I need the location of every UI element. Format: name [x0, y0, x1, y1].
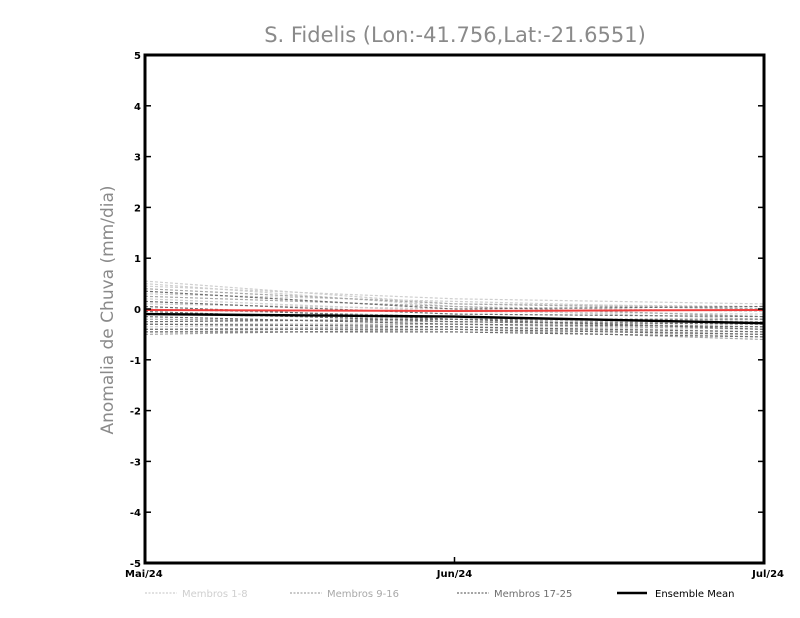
legend: Membros 1-8 Membros 9-16 Membros 17-25 Ense…: [145, 589, 734, 600]
series-line-20: [144, 310, 765, 325]
series-line-4: [144, 293, 765, 310]
y-tick-label: -4: [130, 508, 141, 519]
legend-label: Ensemble Mean: [655, 589, 734, 600]
y-tick-label: 1: [134, 254, 141, 265]
series-line-26: [144, 309, 765, 313]
x-tick-label: Mai/24: [125, 569, 163, 580]
y-tick-label: -5: [130, 559, 141, 570]
y-axis-label: Anomalia de Chuva (mm/dia): [98, 185, 118, 434]
series-line-13: [144, 318, 765, 328]
series-line-17: [144, 290, 765, 310]
y-tick-label: -1: [130, 356, 141, 367]
legend-label: Membros 1-8: [182, 589, 248, 600]
x-ticks: Mai/24 Jun/24 Jul/24: [125, 557, 784, 580]
y-tick-label: 2: [134, 203, 141, 214]
y-tick-label: -3: [130, 457, 141, 468]
y-tick-label: -2: [130, 407, 141, 418]
series-line-23: [144, 323, 765, 333]
series-line-8: [144, 326, 765, 338]
legend-label: Membros 17-25: [494, 589, 572, 600]
series-line-27: [144, 312, 765, 325]
series-line-7: [144, 323, 765, 333]
y-ticks: 5 4 3 2 1 0 -1 -2 -3 -4 -5: [130, 51, 764, 570]
series-line-19: [144, 305, 764, 320]
y-tick-label: 0: [134, 305, 141, 316]
series-line-22: [144, 318, 765, 330]
series-layer: [144, 280, 765, 341]
series-line-24: [145, 328, 765, 335]
series-line-14: [145, 323, 765, 330]
series-line-25: [145, 331, 765, 338]
series-line-1: [144, 280, 765, 308]
chart-title: S. Fidelis (Lon:-41.756,Lat:-21.6551): [264, 23, 646, 47]
y-tick-label: 3: [134, 153, 141, 164]
series-line-3: [144, 285, 765, 305]
series-line-15: [144, 326, 765, 335]
series-line-18: [144, 300, 765, 318]
y-tick-label: 4: [134, 102, 141, 113]
x-tick-label: Jun/24: [436, 569, 473, 580]
legend-label: Membros 9-16: [327, 589, 399, 600]
series-line-10: [144, 295, 765, 318]
series-line-16: [144, 328, 765, 341]
series-line-12: [144, 313, 765, 325]
y-tick-label: 5: [134, 51, 141, 62]
x-tick-label: Jul/24: [751, 569, 784, 580]
